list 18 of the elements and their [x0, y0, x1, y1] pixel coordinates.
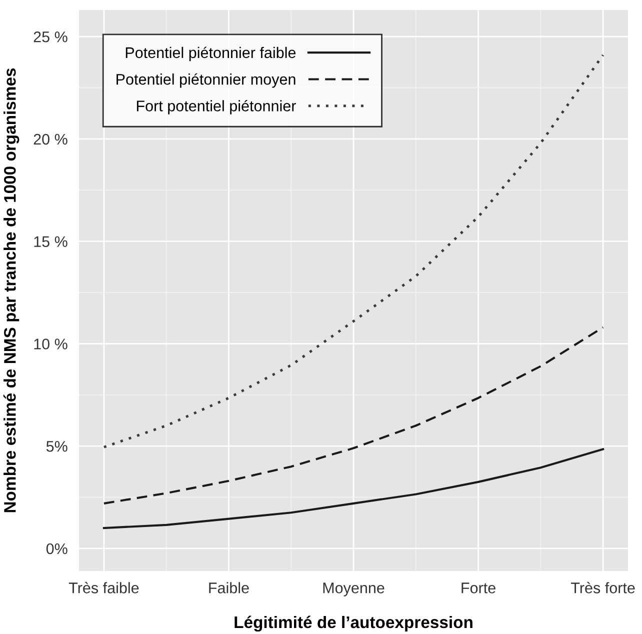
- y-tick-label: 0%: [46, 543, 68, 554]
- x-tick-label: Très forte: [570, 582, 635, 594]
- legend-label: Fort potentiel piétonnier: [136, 100, 296, 114]
- y-tick-label: 25 %: [34, 31, 68, 42]
- y-axis-title: Nombre estimé de NMS par tranche de 1000 organismes: [3, 68, 20, 512]
- y-tick-label: 10 %: [34, 338, 68, 350]
- y-tick-label: 5%: [46, 441, 68, 452]
- line-series: [102, 448, 604, 530]
- legend-label: Potentiel piétonnier faible: [126, 46, 296, 62]
- y-tick-label: 20 %: [34, 134, 68, 145]
- x-tick-label: Moyenne: [323, 582, 384, 596]
- x-tick-label: Très faible: [68, 582, 139, 594]
- x-tick-label: Forte: [462, 582, 496, 594]
- legend-label: Potentiel piétonnier moyen: [116, 73, 296, 88]
- line-series: [102, 326, 604, 504]
- x-tick-label: Faible: [209, 582, 249, 594]
- x-axis-title: Légitimité de l’autoexpression: [234, 616, 472, 632]
- y-tick-label: 15 %: [34, 236, 68, 248]
